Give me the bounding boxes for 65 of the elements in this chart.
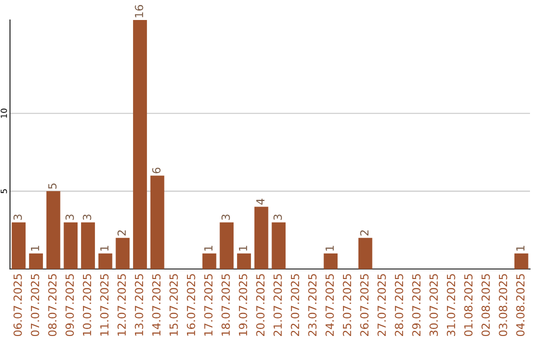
x-tick-label: 29.07.2025 [412,274,421,336]
bar [116,238,130,269]
data-label: 5 [48,184,57,189]
bar [98,253,112,269]
data-label: 3 [82,214,92,220]
bar [133,20,147,269]
data-label: 3 [65,214,74,220]
x-tick-label: 16.07.2025 [186,274,196,336]
x-tick-label: 26.07.2025 [360,274,369,336]
data-label: 1 [238,246,248,251]
x-tick-label: 18.07.2025 [221,274,230,336]
data-label: 16 [134,5,144,18]
x-tick-label: 15.07.2025 [169,274,178,336]
bar [202,253,216,269]
x-tick-label: 19.07.2025 [238,274,248,336]
bar [150,176,164,269]
x-tick-label: 22.07.2025 [290,274,300,336]
data-label: 4 [256,198,264,205]
x-tick-label: 04.08.2025 [516,274,525,336]
x-tick-label: 13.07.2025 [134,274,144,336]
x-tick-label: 12.07.2025 [117,274,126,336]
x-tick-label: 09.07.2025 [65,274,74,336]
data-label: 3 [221,214,230,220]
x-tick-label: 03.08.2025 [498,274,508,336]
x-tick-label: 23.07.2025 [308,274,317,336]
data-label: 3 [13,214,22,220]
x-tick-label: 25.07.2025 [342,274,352,336]
x-tick-label: 21.07.2025 [273,274,282,336]
bar [514,253,528,269]
data-label: 1 [326,246,334,251]
x-tick-label: 02.08.2025 [481,274,490,336]
x-tick-label: 17.07.2025 [204,274,213,336]
bar [46,191,60,269]
bar [12,222,26,269]
x-tick-label: 20.07.2025 [256,274,265,336]
x-tick-label: 01.08.2025 [464,274,473,336]
x-tick-label: 10.07.2025 [82,274,92,336]
x-tick-label: 27.07.2025 [377,274,386,336]
bar [29,253,43,269]
bar [324,253,338,269]
data-label: 1 [516,246,524,251]
x-tick-label: 06.07.2025 [13,274,22,336]
bar [64,222,78,269]
data-label: 1 [30,246,40,251]
data-label: 1 [100,246,108,251]
bar [272,222,286,269]
bar [358,238,372,269]
x-tick-label: 11.07.2025 [100,274,109,336]
bar [237,253,251,269]
x-tick-label: 28.07.2025 [394,274,404,336]
bar [220,222,234,269]
x-tick-label: 24.07.2025 [325,274,334,336]
data-label: 2 [360,230,368,236]
data-label: 3 [273,214,282,220]
bar [254,206,268,269]
x-tick-label: 08.07.2025 [48,274,57,336]
bar [81,222,95,269]
x-tick-label: 30.07.2025 [429,274,438,336]
x-tick-label: 31.07.2025 [446,274,456,336]
x-tick-label: 07.07.2025 [30,274,40,336]
data-label: 6 [152,168,161,174]
y-tick-label: 10 [0,108,7,118]
data-label: 2 [117,230,126,236]
data-label: 1 [204,246,212,251]
x-tick-label: 14.07.2025 [152,274,161,336]
